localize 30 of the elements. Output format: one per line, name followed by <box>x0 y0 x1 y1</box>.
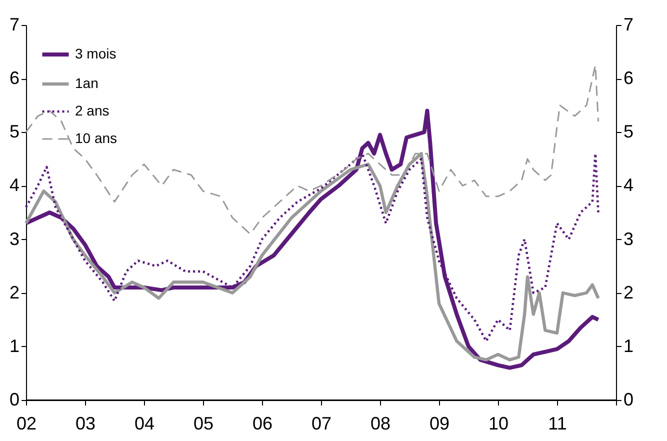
y2-tick-label: 6 <box>624 68 634 88</box>
y-tick-label: 0 <box>9 390 20 410</box>
x-tick-label: 06 <box>252 414 273 434</box>
y-tick-label: 6 <box>9 68 20 88</box>
y-tick-label: 1 <box>9 336 20 356</box>
y2-tick-label: 3 <box>624 228 634 249</box>
y2-tick-label: 5 <box>624 122 634 142</box>
x-tick-label: 08 <box>370 414 391 434</box>
y-tick-label: 5 <box>9 122 20 142</box>
x-tick-label: 07 <box>311 414 332 434</box>
x-tick-label: 11 <box>548 414 567 434</box>
x-tick-label: 09 <box>429 414 450 434</box>
x-tick-label: 05 <box>193 414 214 434</box>
y-tick-label: 4 <box>9 175 20 196</box>
x-tick-label: 04 <box>134 414 155 434</box>
legend-label: 10 ans <box>75 130 118 146</box>
y2-tick-label: 4 <box>624 175 634 196</box>
x-tick-label: 02 <box>16 414 37 434</box>
legend-label: 2 ans <box>75 102 110 118</box>
legend-label: 3 mois <box>75 46 116 62</box>
y2-tick-label: 2 <box>624 282 634 302</box>
x-tick-label: 10 <box>488 414 509 434</box>
y-tick-label: 2 <box>9 282 20 302</box>
x-tick-label: 03 <box>75 414 96 434</box>
y2-tick-label: 1 <box>624 336 634 356</box>
y2-tick-label: 7 <box>624 14 634 34</box>
y2-tick-label: 0 <box>624 390 634 410</box>
y-tick-label: 3 <box>9 228 20 249</box>
legend-label: 1an <box>75 75 98 91</box>
y-tick-label: 7 <box>9 14 20 34</box>
